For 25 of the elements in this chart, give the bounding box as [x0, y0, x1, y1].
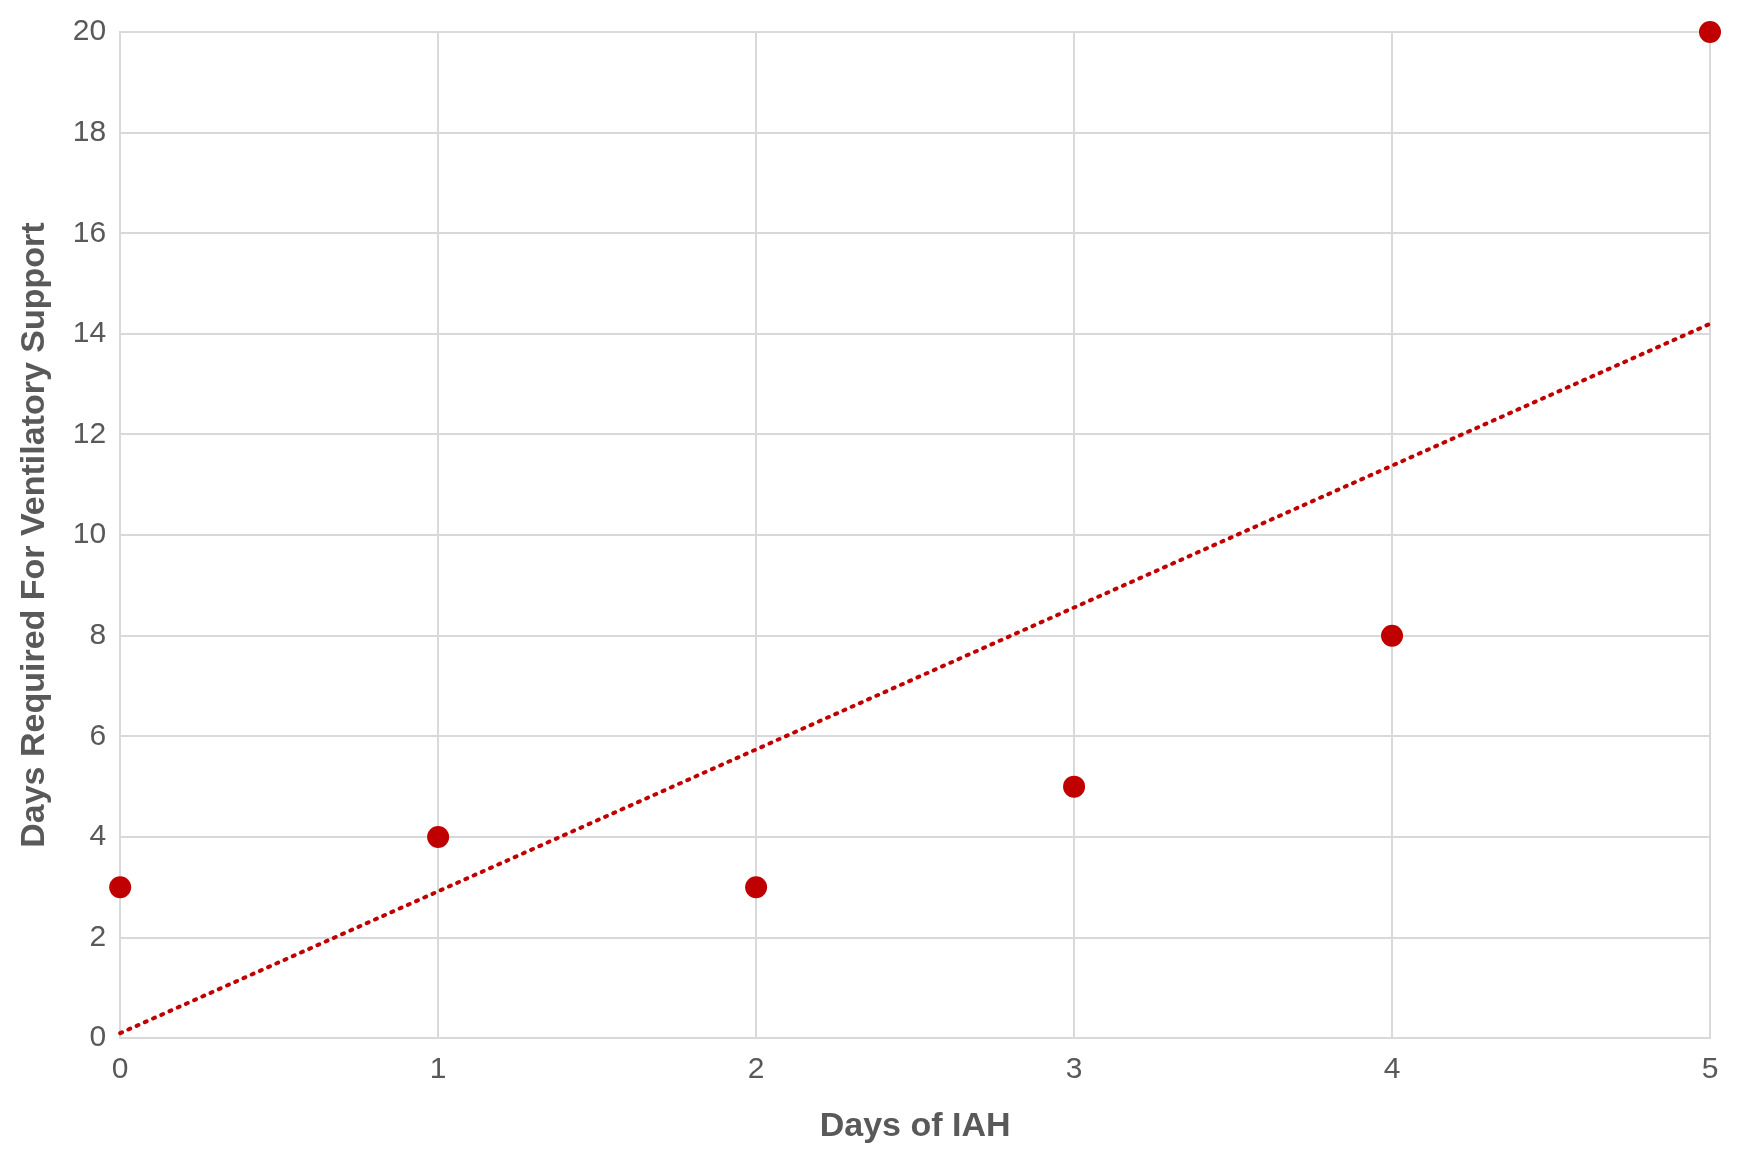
- y-tick-label: 10: [72, 516, 107, 550]
- y-tick-label: 16: [72, 214, 107, 248]
- y-tick-label: 8: [89, 616, 107, 650]
- y-tick-label: 4: [89, 818, 107, 852]
- x-tick-label: 0: [111, 1051, 129, 1085]
- y-tick-label: 18: [72, 113, 107, 147]
- y-tick-label: 6: [89, 717, 107, 751]
- y-tick-label: 0: [89, 1019, 107, 1053]
- y-tick-label: 2: [89, 918, 107, 952]
- point: [109, 876, 132, 899]
- x-tick-label: 1: [429, 1051, 447, 1085]
- x-tick-label: 5: [1701, 1051, 1719, 1085]
- y-tick-label: 14: [72, 315, 107, 349]
- y-tick-label: 12: [72, 415, 107, 449]
- point: [427, 825, 450, 848]
- point: [1381, 624, 1404, 647]
- y-axis-title: Days Required For Ventilatory Support: [12, 222, 51, 848]
- point: [1063, 775, 1086, 798]
- x-tick-label: 2: [747, 1051, 765, 1085]
- x-axis-title: Days of IAH: [819, 1104, 1011, 1143]
- point: [745, 876, 768, 899]
- y-tick-label: 20: [72, 13, 107, 47]
- point: [1699, 21, 1721, 43]
- x-tick-label: 3: [1065, 1051, 1083, 1085]
- x-tick-label: 4: [1383, 1051, 1401, 1085]
